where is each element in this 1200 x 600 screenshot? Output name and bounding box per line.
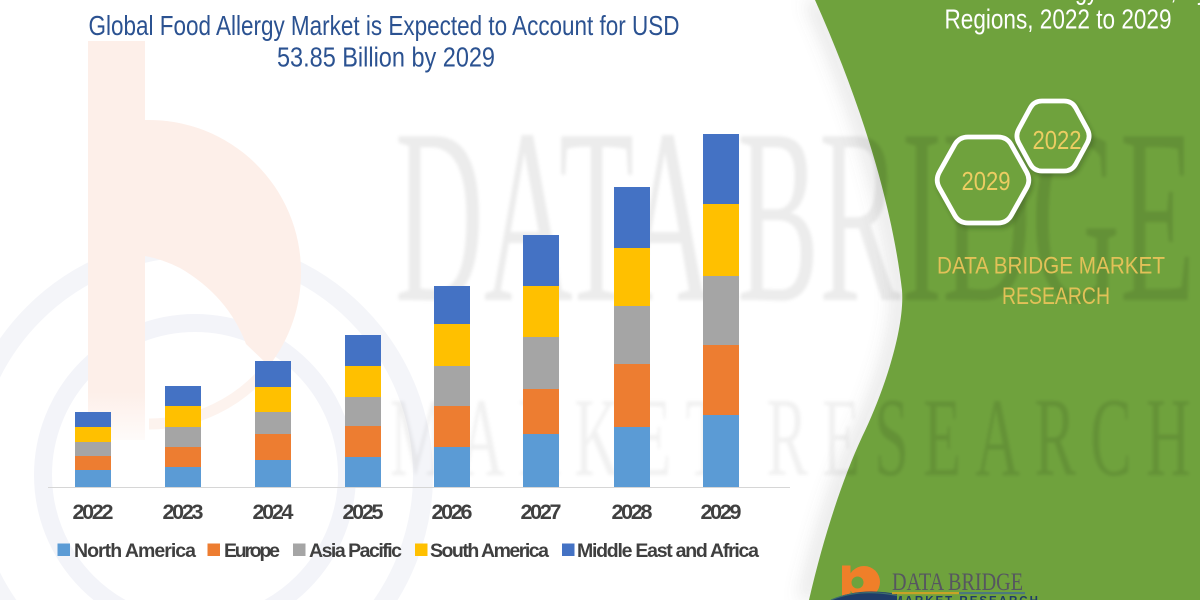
svg-text:Europe: Europe (224, 540, 280, 562)
svg-text:Asia Pacific: Asia Pacific (309, 540, 402, 562)
svg-text:53.85 Billion by 2029: 53.85 Billion by 2029 (277, 42, 495, 73)
svg-text:MARKET RESEARCH: MARKET RESEARCH (893, 596, 1040, 600)
svg-text:Global Food Allergy Market, By: Global Food Allergy Market, By (908, 0, 1200, 5)
svg-text:North America: North America (74, 540, 196, 562)
svg-text:2026: 2026 (432, 500, 473, 524)
svg-text:2022: 2022 (1033, 125, 1082, 155)
svg-text:Middle East and Africa: Middle East and Africa (577, 540, 759, 562)
svg-text:2022: 2022 (73, 500, 114, 524)
svg-text:South America: South America (430, 540, 549, 562)
svg-text:DATA BRIDGE: DATA BRIDGE (892, 568, 1023, 596)
svg-text:2025: 2025 (343, 500, 384, 524)
svg-text:2024: 2024 (253, 500, 294, 524)
svg-text:RESEARCH: RESEARCH (1002, 283, 1110, 310)
svg-text:2028: 2028 (612, 500, 653, 524)
svg-text:Global Food Allergy Market is: Global Food Allergy Market is Expected t… (89, 10, 680, 41)
svg-text:2029: 2029 (701, 500, 742, 524)
svg-text:Regions, 2022 to 2029: Regions, 2022 to 2029 (945, 3, 1172, 34)
svg-text:2023: 2023 (163, 500, 204, 524)
svg-text:2027: 2027 (521, 500, 562, 524)
svg-text:2029: 2029 (962, 166, 1011, 196)
svg-text:DATA BRIDGE MARKET: DATA BRIDGE MARKET (937, 253, 1165, 280)
